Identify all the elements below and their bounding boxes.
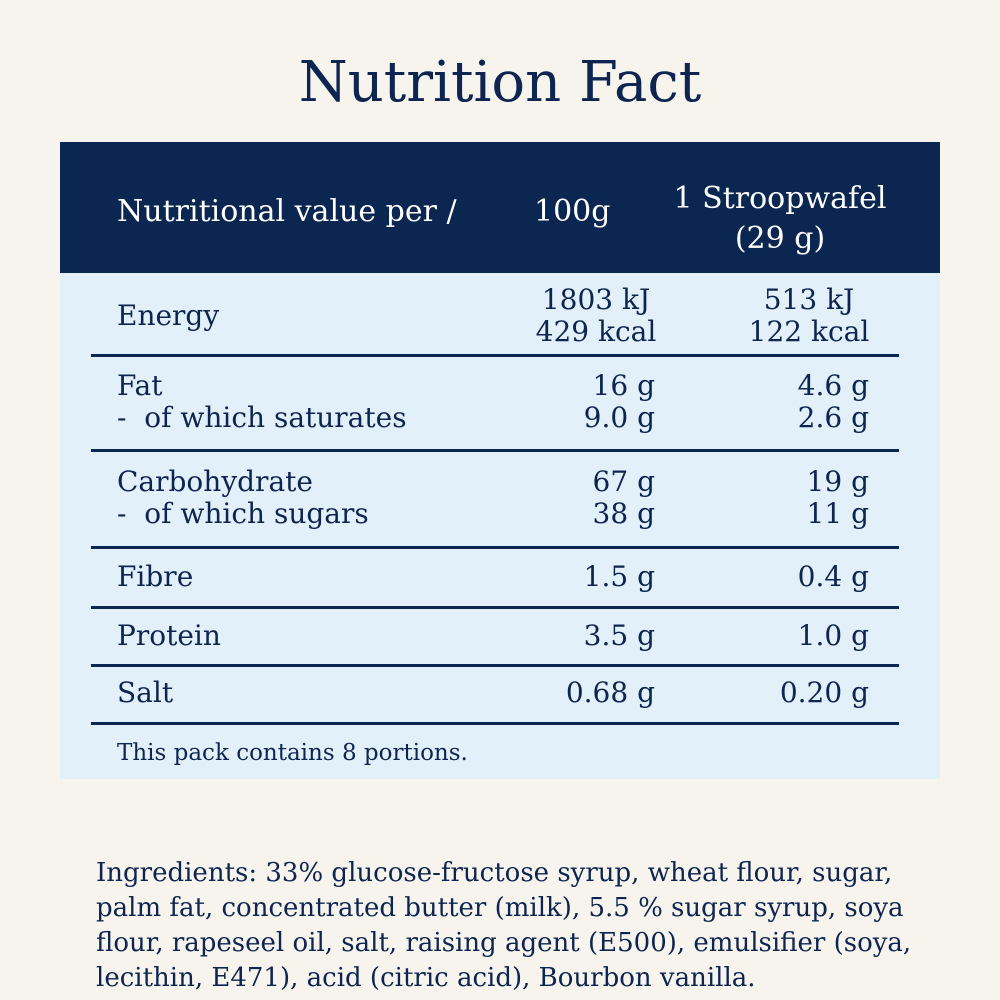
fat-sub: - of which saturates [117,401,407,434]
row-salt: Salt 0.68 g 0.20 g [91,667,899,725]
energy-100g-kcal: 429 kcal [535,315,657,348]
fat-portion-sub: 2.6 g [797,401,869,434]
salt-label: Salt [117,676,174,709]
fat-name: Fat [117,369,163,402]
page-title: Nutrition Fact [298,50,702,115]
carbohydrate-100g-sub: 38 g [592,497,655,530]
fat-portion-value: 4.6 g [797,369,869,402]
row-divider [91,664,899,667]
fat-portion: 4.6 g 2.6 g [798,370,869,434]
header-portion-line1: 1 Stroopwafel [673,181,887,216]
row-divider [91,449,899,452]
carbohydrate-100g-value: 67 g [592,465,655,498]
fibre-portion: 0.4 g [797,560,869,593]
carbohydrate-label: Carbohydrate - of which sugars [117,466,369,530]
salt-portion: 0.20 g [779,676,869,709]
fat-100g: 16 g 9.0 g [584,370,655,434]
protein-label: Protein [117,619,221,652]
protein-100g: 3.5 g [583,619,655,652]
energy-portion-kj: 513 kJ [763,283,855,316]
fibre-100g: 1.5 g [583,560,655,593]
header-label: Nutritional value per / [117,194,457,229]
row-protein: Protein 3.5 g 1.0 g [91,609,899,667]
nutrition-table: Nutritional value per / 100g 1 Stroopwaf… [60,142,940,779]
portions-note: This pack contains 8 portions. [117,740,468,766]
energy-100g: 1803 kJ 429 kcal [511,284,681,348]
fat-100g-value: 16 g [592,369,655,402]
protein-portion: 1.0 g [797,619,869,652]
carbohydrate-name: Carbohydrate [117,465,313,498]
row-divider [91,606,899,609]
carbohydrate-portion: 19 g 11 g [807,466,869,530]
fat-label: Fat - of which saturates [117,370,407,434]
ingredients-text: Ingredients: 33% glucose-fructose syrup,… [96,858,912,993]
fibre-label: Fibre [117,560,194,593]
header-portion-line2: (29 g) [734,221,826,256]
carbohydrate-100g: 67 g 38 g [593,466,655,530]
header-portion: 1 Stroopwafel (29 g) [660,179,900,259]
table-header: Nutritional value per / 100g 1 Stroopwaf… [60,142,940,273]
salt-100g: 0.68 g [565,676,655,709]
row-fat: Fat - of which saturates 16 g 9.0 g 4.6 … [91,357,899,452]
row-divider [91,722,899,725]
carbohydrate-portion-value: 19 g [806,465,869,498]
energy-label: Energy [117,299,220,332]
header-100g: 100g [534,194,611,229]
carbohydrate-sub: - of which sugars [117,497,369,530]
fat-100g-sub: 9.0 g [583,401,655,434]
row-energy: Energy 1803 kJ 429 kcal 513 kJ 122 kcal [91,273,899,357]
row-carbohydrate: Carbohydrate - of which sugars 67 g 38 g… [91,452,899,549]
energy-100g-kj: 1803 kJ [541,283,651,316]
row-fibre: Fibre 1.5 g 0.4 g [91,549,899,609]
row-divider [91,354,899,357]
row-divider [91,546,899,549]
carbohydrate-portion-sub: 11 g [806,497,869,530]
energy-portion-kcal: 122 kcal [748,315,870,348]
energy-portion: 513 kJ 122 kcal [724,284,894,348]
